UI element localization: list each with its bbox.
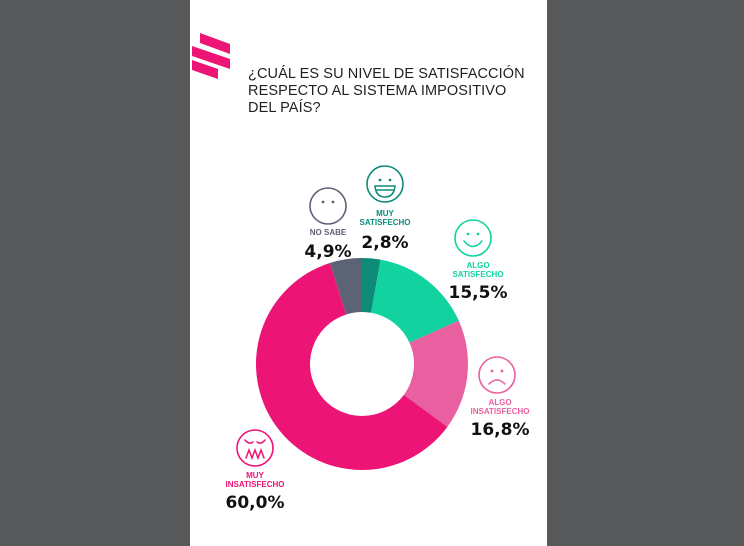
slice-value-label: 4,9%	[304, 242, 351, 262]
chart-title: ¿CUÁL ES SU NIVEL DE SATISFACCIÓN RESPEC…	[248, 66, 525, 117]
title-line: DEL PAÍS?	[248, 100, 321, 116]
title-line: ¿CUÁL ES SU NIVEL DE SATISFACCIÓN	[248, 66, 525, 82]
slice-label: SATISFECHO	[453, 270, 504, 279]
slice-label: MUY	[376, 209, 394, 218]
donut-slice	[362, 258, 381, 313]
slice-value-label: 2,8%	[361, 233, 408, 253]
donut-slice	[371, 259, 459, 343]
slice-label: MUY	[246, 471, 264, 480]
slice-label: ALGO	[488, 398, 511, 407]
smiley-face-icon	[454, 219, 492, 257]
donut-slice	[403, 320, 468, 427]
slice-label: ALGO	[466, 261, 489, 270]
slice-label: INSATISFECHO	[471, 407, 530, 416]
donut-slice	[256, 262, 448, 470]
angry-face-icon	[236, 429, 274, 467]
slice-value-label: 16,8%	[471, 420, 530, 440]
slice-value-label: 60,0%	[226, 493, 285, 513]
very-happy-face-icon	[366, 165, 404, 203]
brand-logo-icon	[192, 33, 230, 79]
slice-label: SATISFECHO	[360, 218, 411, 227]
slice-value-label: 15,5%	[449, 283, 508, 303]
donut-slice	[329, 258, 362, 315]
sad-face-icon	[478, 356, 516, 394]
neutral-face-icon	[309, 187, 347, 225]
title-line: RESPECTO AL SISTEMA IMPOSITIVO	[248, 83, 507, 99]
slice-label: NO SABE	[310, 228, 347, 237]
slice-label: INSATISFECHO	[226, 480, 285, 489]
